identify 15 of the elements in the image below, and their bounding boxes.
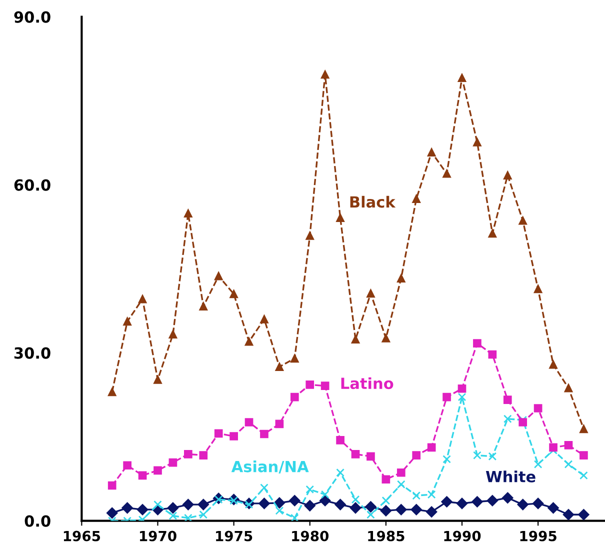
y-tick-label: 90.0 xyxy=(14,11,50,23)
x-tick-label: 1965 xyxy=(64,530,100,542)
x-tick-label: 1990 xyxy=(444,530,481,542)
series-label: Asian/NA xyxy=(231,460,309,474)
x-tick-label: 1980 xyxy=(292,530,329,542)
x-tick-label: 1995 xyxy=(520,530,556,542)
series-label: Latino xyxy=(341,377,394,390)
series-label: White xyxy=(486,470,536,482)
x-tick-label: 1985 xyxy=(368,530,404,542)
x-tick-label: 1975 xyxy=(216,530,252,542)
x-tick-label: 1970 xyxy=(140,530,176,542)
y-tick-label: 0.0 xyxy=(24,515,50,527)
series-label: Black xyxy=(350,196,396,208)
y-tick-label: 60.0 xyxy=(14,179,50,191)
y-tick-label: 30.0 xyxy=(14,347,50,359)
